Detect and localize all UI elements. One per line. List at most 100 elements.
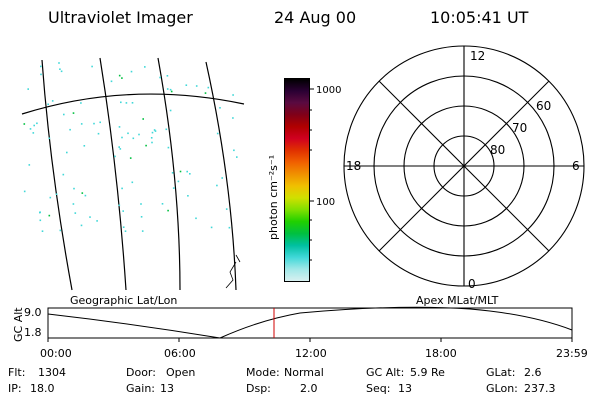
- status-seq-value: 13: [398, 382, 412, 395]
- intensity-speckle: [91, 65, 93, 68]
- intensity-speckle: [161, 203, 164, 205]
- intensity-speckle: [60, 70, 63, 73]
- intensity-speckle: [80, 102, 82, 104]
- intensity-speckle: [170, 90, 173, 93]
- status-dsp-label: Dsp:: [246, 382, 271, 395]
- status-glon-value: 237.3: [524, 382, 556, 395]
- intensity-speckle: [72, 112, 75, 114]
- intensity-speckle: [80, 123, 83, 125]
- intensity-speckle: [233, 149, 235, 152]
- intensity-speckle: [41, 230, 44, 232]
- intensity-speckle: [118, 146, 120, 148]
- intensity-speckle: [187, 195, 189, 197]
- intensity-speckle: [81, 192, 84, 194]
- intensity-speckle: [131, 102, 134, 104]
- status-gain-value: 13: [160, 382, 174, 395]
- intensity-speckle: [89, 216, 91, 218]
- intensity-speckle: [172, 187, 175, 189]
- status-door-label: Door:: [126, 366, 156, 379]
- intensity-speckle: [118, 74, 121, 77]
- intensity-speckle: [96, 220, 98, 222]
- intensity-speckle: [185, 84, 188, 86]
- intensity-speckle: [236, 156, 238, 158]
- intensity-speckle: [166, 88, 169, 90]
- intensity-speckle: [114, 155, 116, 158]
- date-label: 24 Aug 00: [274, 8, 357, 27]
- intensity-speckle: [39, 211, 41, 214]
- intensity-speckle: [225, 208, 228, 210]
- status-ip-value: 18.0: [30, 382, 55, 395]
- colorbar-tick-mid: 100: [316, 197, 335, 208]
- time-tick-0000: 00:00: [40, 347, 72, 360]
- intensity-speckle: [119, 148, 122, 150]
- intensity-speckle: [97, 132, 100, 135]
- intensity-speckle: [66, 151, 68, 154]
- intensity-speckle: [216, 184, 218, 187]
- colorbar-axis: 1000 100 photon cm⁻²s⁻¹: [267, 85, 341, 261]
- intensity-speckle: [33, 124, 35, 127]
- mlt-label-6: 6: [572, 159, 580, 173]
- intensity-speckle: [138, 133, 140, 136]
- altitude-axis-title: GC Alt: [12, 307, 25, 342]
- intensity-speckle: [110, 80, 113, 83]
- mlat-label-80: 80: [490, 143, 505, 157]
- intensity-speckle: [151, 141, 153, 144]
- intensity-speckle: [145, 144, 147, 147]
- intensity-speckle: [27, 88, 29, 90]
- intensity-speckle: [47, 103, 49, 106]
- intensity-speckle: [132, 137, 135, 140]
- mlt-label-18: 18: [346, 159, 361, 173]
- intensity-speckle: [51, 100, 54, 102]
- intensity-speckle: [144, 66, 146, 68]
- intensity-speckle: [232, 94, 234, 96]
- intensity-speckle: [48, 214, 51, 217]
- intensity-speckle: [195, 217, 197, 220]
- geographic-caption: Geographic Lat/Lon: [70, 294, 178, 307]
- time-tick-1800: 18:00: [425, 347, 457, 360]
- intensity-speckle: [121, 187, 123, 190]
- mlat-label-60: 60: [536, 99, 551, 113]
- intensity-speckle: [23, 190, 26, 193]
- intensity-speckle: [177, 180, 180, 183]
- intensity-speckle: [216, 132, 219, 135]
- colorbar-fill: [285, 79, 309, 281]
- intensity-speckle: [39, 219, 42, 222]
- status-door-value: Open: [166, 366, 196, 379]
- status-dsp-value: 2.0: [300, 382, 318, 395]
- intensity-speckle: [118, 126, 121, 128]
- intensity-speckle: [166, 75, 169, 77]
- intensity-speckle: [165, 128, 168, 131]
- intensity-speckle: [29, 128, 32, 130]
- intensity-speckle: [69, 128, 71, 131]
- mlt-label-12: 12: [470, 49, 485, 63]
- intensity-speckle: [140, 216, 143, 218]
- intensity-speckle: [228, 226, 231, 229]
- intensity-speckle: [189, 173, 191, 175]
- intensity-speckle: [122, 226, 125, 228]
- intensity-speckle: [84, 194, 87, 197]
- status-glat-label: GLat:: [486, 366, 516, 379]
- intensity-speckle: [121, 77, 123, 79]
- altitude-tick-low: 1.8: [24, 326, 42, 339]
- time-tick-2359: 23:59: [556, 347, 588, 360]
- intensity-speckle: [62, 173, 65, 176]
- intensity-speckle: [74, 212, 77, 214]
- status-glon-label: GLon:: [486, 382, 518, 395]
- intensity-speckle: [131, 181, 134, 184]
- intensity-speckle: [150, 137, 153, 139]
- intensity-speckle: [142, 118, 144, 120]
- intensity-speckle: [99, 121, 101, 124]
- altitude-plot: GC Alt 9.0 1.8 00:00 06:00 12:00 18:00 2…: [12, 306, 588, 360]
- altitude-tick-high: 9.0: [24, 306, 42, 319]
- intensity-speckle: [130, 70, 133, 73]
- intensity-speckle: [125, 102, 128, 104]
- instrument-title: Ultraviolet Imager: [48, 8, 193, 27]
- intensity-speckle: [32, 132, 35, 134]
- intensity-speckle: [55, 193, 58, 195]
- intensity-speckle: [59, 229, 62, 232]
- intensity-speckle: [153, 129, 156, 131]
- intensity-speckle: [83, 145, 86, 147]
- intensity-speckle: [124, 230, 127, 232]
- intensity-speckle: [122, 210, 124, 212]
